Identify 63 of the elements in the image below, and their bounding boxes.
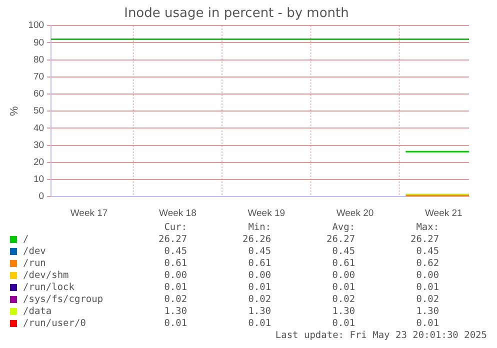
y-tick-label: 90	[33, 37, 44, 48]
text: 0.01	[247, 318, 272, 330]
text: 26.27	[409, 234, 440, 246]
y-tick-label: 0	[38, 191, 44, 202]
legend-label: /run/lock	[22, 282, 76, 294]
text: 0.00	[415, 270, 440, 282]
text: 0.01	[331, 318, 356, 330]
text: 0.02	[415, 294, 440, 306]
chart-title: Inode usage in percent - by month	[124, 6, 349, 22]
text: 0.45	[163, 246, 188, 258]
text: Max:	[415, 222, 440, 234]
text: Min:	[247, 222, 272, 234]
text: 0.45	[331, 246, 356, 258]
x-tick-label: Week 19	[248, 208, 286, 219]
x-tick-label: Week 17	[70, 208, 108, 219]
text: 0.45	[415, 246, 440, 258]
text: 0.01	[415, 282, 440, 294]
text: 1.30	[163, 306, 188, 318]
text: 0.01	[163, 282, 188, 294]
text: 0.00	[331, 270, 356, 282]
legend-label: /run/user/0	[22, 318, 87, 330]
legend-label: /dev/shm	[22, 270, 70, 282]
text: 0.45	[247, 246, 272, 258]
text: 1.30	[415, 306, 440, 318]
text: 0.61	[163, 258, 188, 270]
text: 0.02	[331, 294, 356, 306]
text: Avg:	[331, 222, 356, 234]
text: Cur:	[163, 222, 188, 234]
legend-label: /	[22, 234, 30, 246]
text: 0.01	[247, 282, 272, 294]
text: 1.30	[331, 306, 356, 318]
text: 0.01	[331, 282, 356, 294]
y-tick-label: 100	[28, 20, 44, 32]
y-tick-label: 40	[33, 122, 44, 134]
text: 26.27	[157, 234, 188, 246]
y-tick-label: 30	[33, 140, 44, 151]
x-tick-label: Week 21	[425, 208, 462, 219]
x-tick-label: Week 20	[336, 208, 374, 219]
text: 0.00	[247, 270, 272, 282]
text: 0.61	[247, 258, 272, 270]
y-tick-label: 10	[33, 174, 44, 186]
text: 0.02	[247, 294, 272, 306]
x-tick-label: Week 18	[159, 208, 196, 219]
y-axis-title: %	[8, 106, 21, 116]
text: 0.02	[163, 294, 188, 306]
text: 0.00	[163, 270, 188, 282]
legend-label: /sys/fs/cgroup	[22, 294, 104, 306]
text: 0.01	[415, 318, 440, 330]
text: 0.62	[415, 258, 440, 270]
y-tick-label: 50	[33, 106, 44, 117]
text: Last update: Fri May 23 20:01:30 2025	[275, 330, 487, 342]
legend-label: /dev	[22, 246, 47, 258]
text: 1.30	[247, 306, 272, 318]
legend-label: /run	[22, 258, 47, 270]
y-tick-label: 70	[33, 72, 44, 83]
y-tick-label: 60	[33, 88, 44, 100]
legend-label: /data	[22, 306, 53, 318]
y-tick-label: 80	[33, 54, 44, 66]
text: 26.26	[241, 234, 272, 246]
text: 0.01	[163, 318, 188, 330]
text: 26.27	[325, 234, 356, 246]
y-tick-label: 20	[33, 157, 44, 168]
text: 0.61	[331, 258, 356, 270]
